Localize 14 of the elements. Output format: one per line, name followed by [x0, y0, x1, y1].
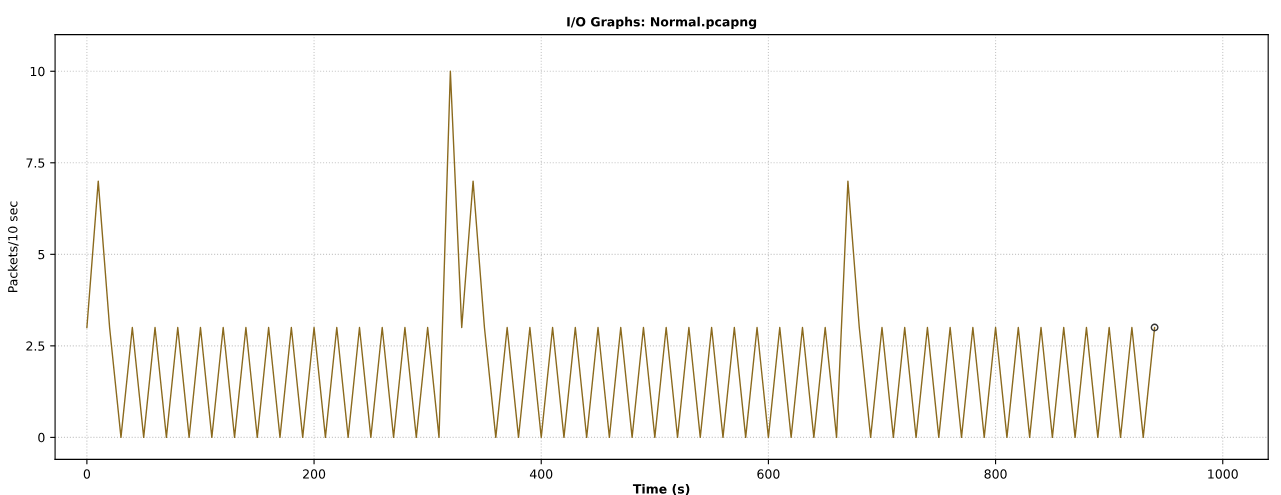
y-tick-label: 0 — [38, 432, 45, 443]
x-axis-title: Time (s) — [632, 483, 690, 495]
x-tick-label: 0 — [83, 469, 91, 479]
x-tick-label: 200 — [303, 469, 326, 479]
y-tick-label: 10 — [30, 66, 45, 77]
y-axis-title: Packets/10 sec — [7, 201, 19, 293]
y-tick-label: 5 — [38, 249, 45, 260]
y-tick-label: 2.5 — [26, 341, 45, 351]
y-tick-label: 7.5 — [26, 158, 45, 168]
x-tick-label: 400 — [529, 469, 553, 479]
x-tick-label: 1000 — [1208, 469, 1238, 479]
x-tick-label: 600 — [757, 469, 780, 479]
x-tick-label: 800 — [984, 469, 1007, 479]
chart-title: I/O Graphs: Normal.pcapng — [567, 16, 757, 30]
